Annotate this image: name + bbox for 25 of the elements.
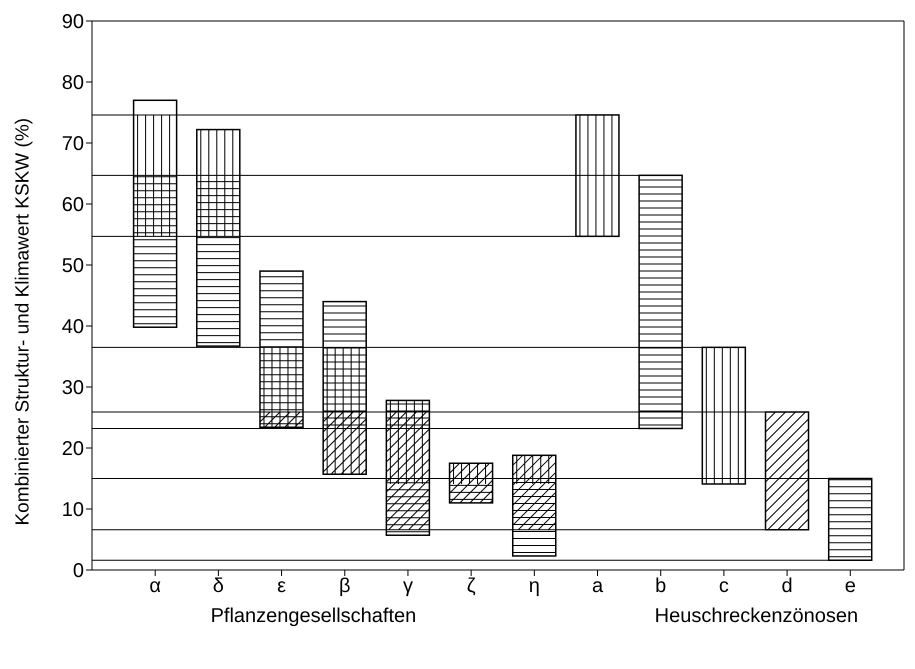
y-tick-label: 70 (62, 133, 84, 156)
x-tick-label: β (339, 575, 351, 598)
y-axis-title: Kombinierter Struktur- und Klimawert KSKW (%) (12, 118, 34, 526)
x-tick-label: ε (277, 575, 286, 598)
x-tick-label: η (528, 575, 540, 598)
x-tick-label: c (718, 575, 729, 598)
y-tick-label: 90 (62, 11, 84, 34)
y-tick-label: 10 (62, 499, 84, 522)
y-tick-label: 60 (62, 194, 84, 216)
x-tick-label: b (655, 575, 666, 598)
x-tick-label: δ (212, 575, 224, 598)
x-tick-label: e (844, 575, 856, 598)
x-tick-label: α (149, 575, 161, 598)
y-tick-label: 0 (72, 560, 84, 582)
y-tick-label: 50 (62, 255, 84, 278)
text: Pflanzengesellschaften (210, 605, 416, 628)
x-tick-label: γ (402, 575, 413, 598)
x-tick-label: d (782, 575, 793, 598)
x-tick-label: ζ (466, 575, 476, 598)
y-tick-label: 30 (62, 377, 84, 400)
text: Heuschreckenzönosen (654, 605, 858, 628)
y-tick-label: 40 (62, 316, 84, 338)
y-tick-label: 20 (62, 438, 84, 460)
x-tick-label: a (592, 575, 604, 598)
y-tick-label: 80 (62, 72, 84, 94)
